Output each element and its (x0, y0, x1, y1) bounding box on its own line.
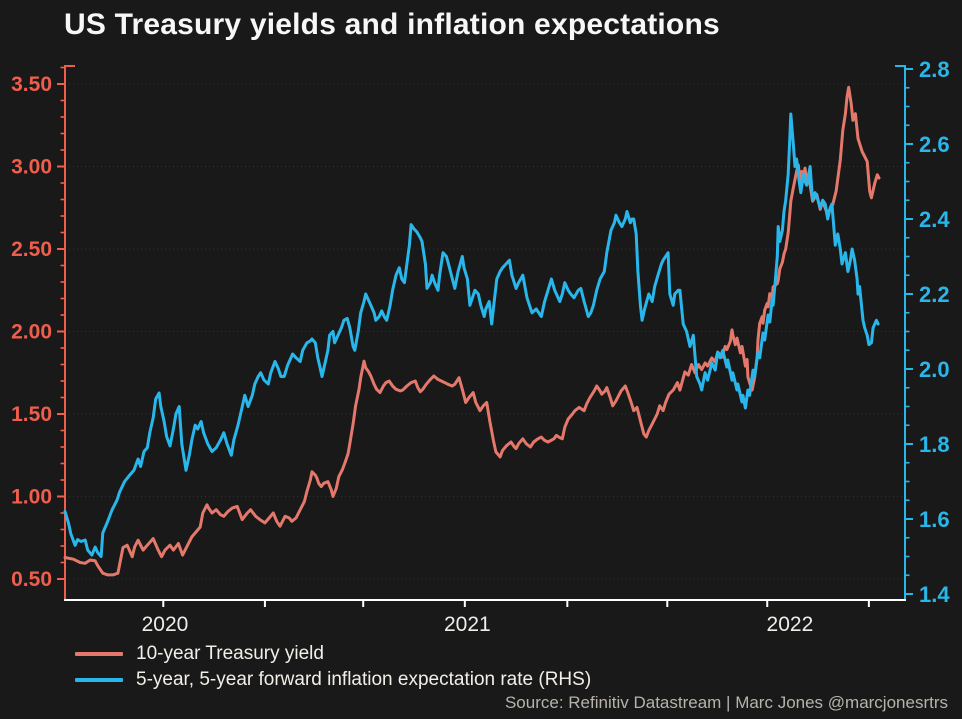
left-axis-label: 2.00 (11, 321, 52, 344)
left-axis-label: 3.00 (11, 156, 52, 179)
right-axis-label: 2.8 (919, 57, 950, 82)
treasury-yield-line (63, 85, 881, 577)
left-axis-label: 0.50 (11, 568, 52, 591)
left-axis-label: 1.00 (11, 486, 52, 509)
left-axis-label: 2.50 (11, 238, 52, 261)
source-credit: Source: Refinitiv Datastream | Marc Jone… (504, 693, 948, 712)
x-axis-year-label: 2021 (444, 613, 491, 636)
right-axis-label: 2.6 (919, 132, 950, 157)
x-axis-year-label: 2022 (767, 613, 814, 636)
inflation-line-swatch (75, 678, 123, 682)
right-axis-label: 2.0 (919, 357, 950, 382)
legend: 10-year Treasury yield 5-year, 5-year fo… (75, 641, 591, 693)
legend-label-inflation: 5-year, 5-year forward inflation expecta… (136, 669, 592, 690)
right-axis-spine (895, 65, 906, 600)
right-axis-label: 2.4 (919, 207, 950, 232)
x-axis-year-label: 2020 (142, 613, 189, 636)
right-axis-label: 1.6 (919, 507, 950, 532)
right-axis-label: 2.2 (919, 282, 950, 307)
legend-label-treasury: 10-year Treasury yield (136, 643, 324, 664)
left-axis-spine (64, 65, 75, 600)
legend-item-treasury: 10-year Treasury yield (75, 641, 591, 667)
chart-title: US Treasury yields and inflation expecta… (64, 8, 720, 41)
treasury-line-swatch (75, 652, 123, 656)
left-axis-label: 3.50 (11, 73, 52, 96)
right-axis-label: 1.8 (919, 432, 950, 457)
left-axis-label: 1.50 (11, 403, 52, 426)
inflation-expectation-line (63, 112, 880, 558)
legend-item-inflation: 5-year, 5-year forward inflation expecta… (75, 667, 591, 693)
right-axis-label: 1.4 (919, 582, 950, 607)
